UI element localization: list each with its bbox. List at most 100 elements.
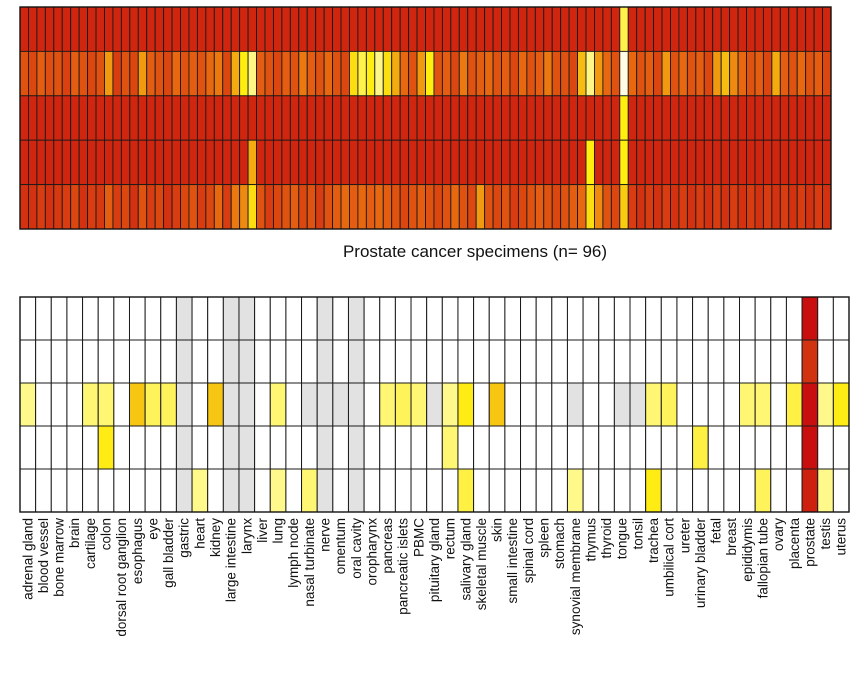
heatmap-cell [154, 50, 165, 97]
heatmap-cell [703, 95, 714, 141]
expression-cell [191, 468, 209, 513]
expression-cell [410, 468, 428, 513]
heatmap-cell [230, 139, 241, 186]
heatmap-cell [695, 95, 705, 141]
heatmap-cell [205, 184, 215, 230]
expression-cell [613, 382, 631, 427]
tissue-tick-label: cartilage [83, 518, 98, 569]
heatmap-cell [475, 95, 486, 141]
heatmap-cell [256, 184, 266, 230]
heatmap-cell [467, 184, 477, 230]
heatmap-cell [720, 50, 731, 97]
heatmap-cell [298, 139, 308, 186]
heatmap-cell [805, 139, 815, 186]
expression-cell [410, 425, 428, 470]
heatmap-cell [746, 95, 756, 141]
heatmap-cell [813, 6, 823, 52]
heatmap-cell [213, 50, 224, 97]
tissue-tick-label: synovial membrane [568, 518, 583, 635]
heatmap-cell [661, 95, 671, 141]
tissue-tick-label: small intestine [505, 518, 520, 604]
heatmap-cell [382, 6, 393, 52]
heatmap-cell [644, 50, 655, 97]
expression-cell [645, 425, 662, 470]
expression-cell [488, 296, 506, 341]
heatmap-cell [670, 6, 680, 52]
heatmap-cell [272, 95, 283, 141]
heatmap-cell [365, 95, 376, 141]
heatmap-cell [171, 95, 181, 141]
heatmap-cell [272, 184, 283, 230]
heatmap-cell [120, 184, 131, 230]
heatmap-cell [36, 50, 46, 97]
expression-cell [723, 468, 741, 513]
heatmap-cell [374, 50, 384, 97]
expression-cell [426, 382, 443, 427]
heatmap-cell [416, 50, 426, 97]
heatmap-cell [737, 184, 747, 230]
heatmap-cell [78, 95, 89, 141]
heatmap-frame [19, 6, 832, 230]
expression-cell [128, 468, 146, 513]
expression-cell [332, 468, 349, 513]
expression-cell [363, 382, 381, 427]
heatmap-cell [399, 184, 410, 230]
heatmap-cell [492, 6, 502, 52]
heatmap-cell [44, 184, 55, 230]
expression-cell [269, 296, 287, 341]
heatmap-cell [534, 6, 545, 52]
heatmap-cell [737, 50, 747, 97]
heatmap-cell [543, 6, 553, 52]
heatmap-cell [594, 184, 604, 230]
heatmap-cell [695, 50, 705, 97]
expression-cell [785, 468, 803, 513]
heatmap-cell [272, 50, 283, 97]
heatmap-cell [813, 50, 823, 97]
expression-cell [332, 382, 349, 427]
heatmap-cell [568, 184, 579, 230]
heatmap-cell [315, 139, 325, 186]
heatmap-cell [374, 6, 384, 52]
expression-cell [629, 425, 647, 470]
heatmap-cell [213, 95, 224, 141]
expression-cell [316, 296, 334, 341]
heatmap-cell [636, 95, 646, 141]
heatmap-cell [686, 184, 697, 230]
expression-cell [504, 296, 522, 341]
heatmap-cell [95, 95, 105, 141]
heatmap-cell [205, 139, 215, 186]
heatmap-cell [230, 50, 241, 97]
heatmap-cell [560, 6, 570, 52]
tissue-tick-label: rectum [443, 518, 458, 559]
heatmap-cell [425, 139, 435, 186]
expression-cell [175, 468, 193, 513]
heatmap-cell [661, 139, 671, 186]
heatmap-cell [112, 139, 122, 186]
heatmap-cell [349, 184, 359, 230]
expression-cell [613, 296, 631, 341]
heatmap-cell [281, 95, 291, 141]
expression-cell [113, 382, 130, 427]
tissue-tick-label: nerve [318, 518, 333, 552]
heatmap-cell [568, 139, 579, 186]
heatmap-cell [256, 139, 266, 186]
heatmap-cell [264, 6, 274, 52]
heatmap-cell [805, 184, 815, 230]
heatmap-cell [433, 6, 443, 52]
expression-cell [613, 468, 631, 513]
expression-cell [504, 339, 522, 384]
heatmap-cell [627, 139, 638, 186]
heatmap-cell [712, 95, 722, 141]
expression-cell [222, 382, 240, 427]
expression-cell [676, 425, 694, 470]
heatmap-cell [762, 50, 773, 97]
expression-cell [817, 296, 834, 341]
heatmap-cell [349, 139, 359, 186]
expression-cell [629, 296, 647, 341]
expression-cell [723, 296, 741, 341]
heatmap-cell [458, 95, 469, 141]
heatmap-cell [146, 6, 156, 52]
heatmap-cell [163, 6, 173, 52]
expression-cell [785, 425, 803, 470]
heatmap-cell [594, 50, 604, 97]
